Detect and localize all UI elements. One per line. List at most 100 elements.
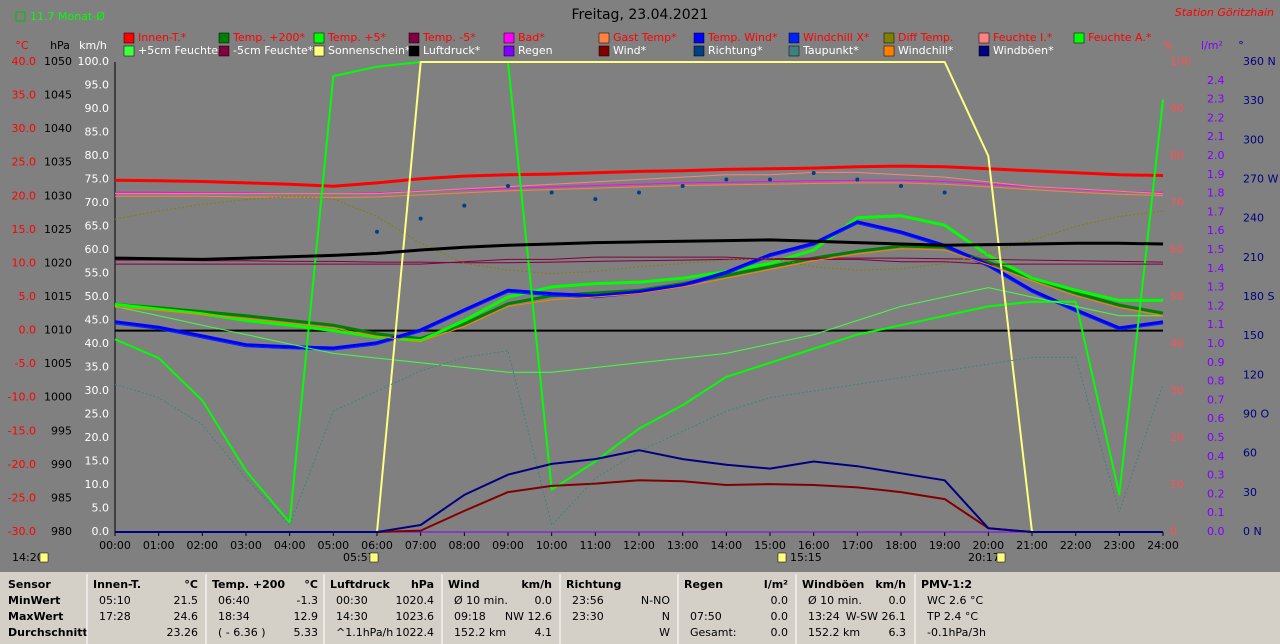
- y-tick-label: 10: [1170, 478, 1184, 491]
- legend-label: Gast Temp*: [613, 31, 677, 44]
- stats-cell: -1.3: [297, 594, 318, 607]
- y-tick-label: 60: [1170, 243, 1184, 256]
- legend-label: Windchill X*: [803, 31, 870, 44]
- y-tick-label: -25.0: [8, 491, 36, 504]
- y-tick-label: 5.0: [19, 290, 37, 303]
- legend-label: Temp. Wind*: [707, 31, 778, 44]
- stats-cell: 24.6: [174, 610, 199, 623]
- y-tick-label: 1015: [44, 290, 72, 303]
- y-tick-label: 1025: [44, 223, 72, 236]
- legend-label: Windböen*: [993, 44, 1054, 57]
- y-tick-label: 995: [51, 424, 72, 437]
- x-tick-label: 16:00: [798, 539, 830, 552]
- series-line: [114, 238, 1164, 261]
- legend-label: Richtung*: [708, 44, 763, 57]
- stats-cell: 09:18: [454, 610, 486, 623]
- legend-swatch: [598, 45, 610, 57]
- y-tick-label: 30.0: [12, 122, 37, 135]
- y-tick-label: 20.0: [85, 431, 110, 444]
- y-tick-label: 0.2: [1207, 487, 1225, 500]
- stats-cell: 1022.4: [396, 626, 435, 639]
- y-tick-label: 25.0: [85, 408, 110, 421]
- series-line: [115, 256, 1163, 265]
- axis-title: km/h: [79, 39, 107, 52]
- x-tick-label: 06:00: [361, 539, 393, 552]
- y-tick-label: 15.0: [12, 223, 37, 236]
- y-tick-label: 90 O: [1243, 408, 1269, 421]
- direction-dot: [811, 170, 816, 175]
- y-tick-label: 300: [1243, 133, 1264, 146]
- time-icon: [996, 552, 1006, 563]
- y-tick-label: 1.3: [1207, 281, 1225, 294]
- stats-cell: 5.33: [294, 626, 319, 639]
- y-tick-label: 1020: [44, 256, 72, 269]
- y-tick-label: 75.0: [85, 173, 110, 186]
- stats-header: Sensor: [8, 578, 51, 591]
- stats-cell: W-SW 26.1: [846, 610, 906, 623]
- y-tick-label: 95.0: [85, 79, 110, 92]
- y-tick-label: -20.0: [8, 458, 36, 471]
- x-tick-label: 22:00: [1060, 539, 1092, 552]
- y-tick-label: 90.0: [85, 102, 110, 115]
- axis-title: hPa: [50, 39, 70, 52]
- time-annotation: 14:20: [12, 551, 44, 564]
- legend-swatch: [883, 45, 895, 57]
- x-tick-label: 11:00: [579, 539, 611, 552]
- y-tick-label: 180 S: [1243, 290, 1274, 303]
- x-tick-label: 08:00: [448, 539, 480, 552]
- y-tick-label: 60.0: [85, 243, 110, 256]
- x-tick-label: 04:00: [274, 539, 306, 552]
- y-tick-label: 1.2: [1207, 299, 1225, 312]
- legend-label: Diff Temp.: [898, 31, 953, 44]
- y-tick-label: 1030: [44, 189, 72, 202]
- stats-cell: 05:10: [99, 594, 131, 607]
- stats-cell: 06:40: [218, 594, 250, 607]
- y-tick-label: 2.2: [1207, 111, 1225, 124]
- x-tick-label: 01:00: [143, 539, 175, 552]
- direction-dot: [637, 190, 641, 195]
- legend-swatch: [218, 32, 230, 44]
- stats-cell: Ø 10 min.: [808, 594, 862, 607]
- stats-cell: 0.0: [889, 594, 907, 607]
- series-line: [115, 449, 1163, 533]
- stats-cell: Ø 10 min.: [454, 594, 508, 607]
- y-tick-label: 1000: [44, 391, 72, 404]
- y-tick-label: 0.5: [1207, 431, 1225, 444]
- time-icon: [369, 552, 379, 563]
- time-annotation: 05:57: [343, 551, 375, 564]
- y-tick-label: 70: [1170, 196, 1184, 209]
- y-tick-label: 40.0: [12, 55, 37, 68]
- y-tick-label: 60: [1243, 447, 1257, 460]
- legend-swatch: [503, 45, 515, 57]
- stats-header: Regen: [684, 578, 723, 591]
- stats-cell: WC 2.6 °C: [927, 594, 984, 607]
- x-tick-label: 18:00: [885, 539, 917, 552]
- y-tick-label: 30: [1243, 486, 1257, 499]
- stats-header: Innen-T.: [93, 578, 141, 591]
- series-line: [114, 287, 1163, 373]
- stats-header: Luftdruck: [330, 578, 391, 591]
- stats-header: PMV-1:2: [921, 578, 972, 591]
- stats-cell: TP 2.4 °C: [926, 610, 978, 623]
- y-tick-label: 90: [1170, 102, 1184, 115]
- y-tick-label: 1045: [44, 89, 72, 102]
- y-tick-label: 1050: [44, 55, 72, 68]
- stats-cell: 6.3: [889, 626, 907, 639]
- stats-cell: -0.1hPa/3h: [927, 626, 986, 639]
- stats-cell: 13:24: [808, 610, 840, 623]
- x-tick-label: 21:00: [1016, 539, 1048, 552]
- y-tick-label: 100: [1170, 55, 1191, 68]
- stats-cell: 1020.4: [396, 594, 435, 607]
- legend-label: Bad*: [518, 31, 545, 44]
- legend-label: Innen-T.*: [138, 31, 187, 44]
- legend-label: +5cm Feuchte*: [138, 44, 224, 57]
- axis-title: l/m²: [1201, 39, 1223, 52]
- x-tick-label: 09:00: [492, 539, 524, 552]
- y-tick-label: 1.6: [1207, 224, 1225, 237]
- x-tick-label: 23:00: [1103, 539, 1135, 552]
- y-tick-label: 1040: [44, 122, 72, 135]
- stats-background: [0, 572, 1280, 644]
- legend-swatch: [978, 45, 990, 57]
- stats-header: Richtung: [566, 578, 621, 591]
- y-tick-label: 0.1: [1207, 506, 1225, 519]
